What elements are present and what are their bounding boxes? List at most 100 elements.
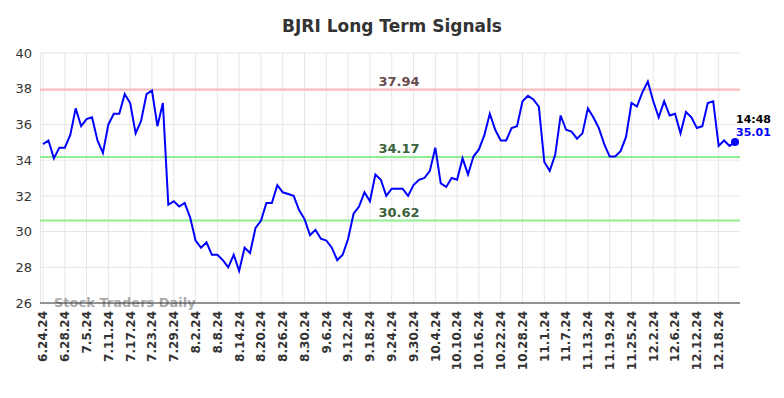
x-tick: 11.7.24 xyxy=(559,303,573,362)
x-tick-label: 7.5.24 xyxy=(80,311,94,354)
x-tick: 10.10.24 xyxy=(450,303,464,370)
y-tick: 34 xyxy=(15,153,40,168)
x-tick: 8.30.24 xyxy=(298,303,312,362)
reference-line xyxy=(40,89,740,91)
h-grid-line xyxy=(40,160,740,161)
x-tick: 12.12.24 xyxy=(690,303,704,370)
y-tick: 38 xyxy=(15,81,40,96)
x-tick-label: 8.20.24 xyxy=(254,311,268,362)
y-tick: 28 xyxy=(15,260,40,275)
y-tick: 30 xyxy=(15,224,40,239)
x-tick-label: 12.2.24 xyxy=(647,311,661,362)
x-tick-label: 7.29.24 xyxy=(167,311,181,362)
y-axis-line xyxy=(40,54,41,304)
x-tick-label: 11.7.24 xyxy=(559,311,573,362)
x-tick-label: 12.18.24 xyxy=(712,311,726,370)
x-tick: 12.2.24 xyxy=(647,303,661,362)
x-tick-label: 9.30.24 xyxy=(407,311,421,362)
last-point xyxy=(731,138,739,146)
x-tick-label: 7.17.24 xyxy=(124,311,138,362)
x-tick: 9.30.24 xyxy=(407,303,421,362)
x-tick: 11.13.24 xyxy=(581,303,595,370)
x-tick: 9.18.24 xyxy=(363,303,377,362)
x-tick: 8.26.24 xyxy=(276,303,290,362)
y-tick: 36 xyxy=(15,117,40,132)
x-tick: 11.1.24 xyxy=(538,303,552,362)
x-tick: 11.25.24 xyxy=(625,303,639,370)
x-tick-label: 11.1.24 xyxy=(538,311,552,362)
y-tick-label: 30 xyxy=(15,224,32,239)
x-tick-label: 6.24.24 xyxy=(36,311,50,362)
last-value-label: 35.01 xyxy=(736,126,771,139)
y-tick-label: 26 xyxy=(15,296,32,311)
series-group xyxy=(43,82,739,271)
x-tick-label: 10.10.24 xyxy=(450,311,464,370)
x-tick: 6.24.24 xyxy=(36,303,50,362)
x-tick: 8.8.24 xyxy=(211,303,225,354)
x-tick: 9.12.24 xyxy=(341,303,355,362)
x-tick: 10.22.24 xyxy=(494,303,508,370)
chart: Stock Traders DailyBJRI Long Term Signal… xyxy=(0,0,784,398)
x-tick-label: 11.25.24 xyxy=(625,311,639,370)
x-tick: 7.11.24 xyxy=(102,303,116,362)
x-tick: 12.18.24 xyxy=(712,303,726,370)
x-axis-line xyxy=(40,303,740,304)
x-tick-label: 10.22.24 xyxy=(494,311,508,370)
x-axis: 6.24.24 6.28.24 7.5.24 7.11.24 7.17.24 7.23.2… xyxy=(36,303,740,370)
x-tick-label: 7.23.24 xyxy=(145,311,159,362)
x-tick-label: 9.12.24 xyxy=(341,311,355,362)
x-tick-label: 8.14.24 xyxy=(232,311,246,362)
x-tick: 6.28.24 xyxy=(58,303,72,362)
y-tick-label: 34 xyxy=(15,153,32,168)
x-tick: 12.6.24 xyxy=(668,303,682,362)
x-tick: 7.17.24 xyxy=(124,303,138,362)
x-tick-label: 10.16.24 xyxy=(472,311,486,370)
y-tick-label: 40 xyxy=(15,46,32,61)
x-tick: 8.20.24 xyxy=(254,303,268,362)
x-tick: 8.2.24 xyxy=(189,303,203,354)
y-tick-label: 28 xyxy=(15,260,32,275)
reference-line xyxy=(40,156,740,158)
x-tick: 7.29.24 xyxy=(167,303,181,362)
reference-lines xyxy=(40,90,740,221)
y-tick: 26 xyxy=(15,296,40,311)
x-tick: 7.23.24 xyxy=(145,303,159,362)
x-tick: 8.14.24 xyxy=(232,303,246,362)
y-tick: 40 xyxy=(15,46,40,61)
y-tick-label: 36 xyxy=(15,117,32,132)
x-tick-label: 12.12.24 xyxy=(690,311,704,370)
x-tick-label: 9.6.24 xyxy=(320,311,334,354)
x-tick-label: 8.2.24 xyxy=(189,311,203,354)
x-tick: 10.28.24 xyxy=(516,303,530,370)
x-tick: 10.4.24 xyxy=(429,303,443,362)
h-grid-line xyxy=(40,231,740,232)
x-tick-label: 12.6.24 xyxy=(668,311,682,362)
x-tick-label: 8.26.24 xyxy=(276,311,290,362)
x-tick-label: 9.18.24 xyxy=(363,311,377,362)
price-line xyxy=(43,82,735,271)
y-axis: 26 28 30 32 34 36 38 40 xyxy=(15,46,40,311)
title: BJRI Long Term Signals xyxy=(282,16,502,36)
reference-label: 30.62 xyxy=(378,205,419,220)
h-grid-line xyxy=(40,195,740,196)
grid xyxy=(40,53,740,303)
y-tick-label: 32 xyxy=(15,189,32,204)
reference-label: 34.17 xyxy=(378,141,419,156)
x-tick: 9.6.24 xyxy=(320,303,334,354)
x-tick-label: 7.11.24 xyxy=(102,311,116,362)
x-tick: 7.5.24 xyxy=(80,303,94,354)
x-tick: 10.16.24 xyxy=(472,303,486,370)
x-tick-label: 8.30.24 xyxy=(298,311,312,362)
h-grid-line xyxy=(40,124,740,125)
time-label: 14:48 xyxy=(736,113,771,126)
x-tick-label: 8.8.24 xyxy=(211,311,225,354)
x-tick-label: 11.19.24 xyxy=(603,311,617,370)
reference-line xyxy=(40,220,740,222)
h-grid-line xyxy=(40,53,740,54)
x-tick-label: 10.28.24 xyxy=(516,311,530,370)
reference-label: 37.94 xyxy=(378,74,419,89)
h-grid-line xyxy=(40,267,740,268)
x-tick-label: 11.13.24 xyxy=(581,311,595,370)
h-grid-line xyxy=(40,303,740,304)
x-tick-label: 9.24.24 xyxy=(385,311,399,362)
